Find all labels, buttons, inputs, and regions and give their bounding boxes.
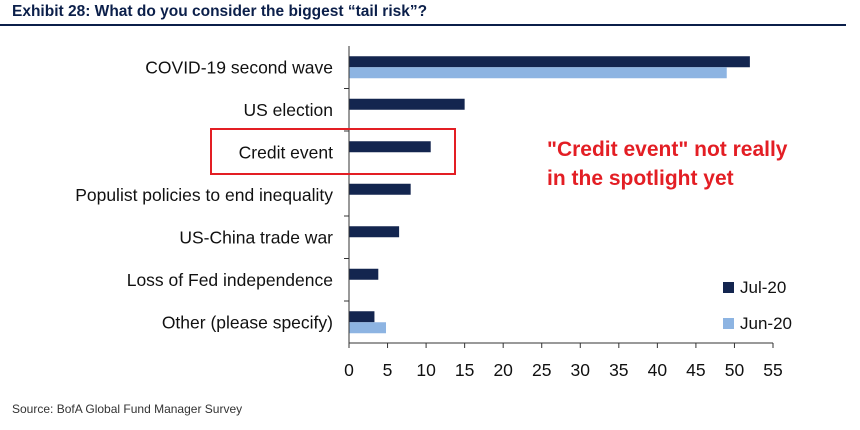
bar-jul-20 bbox=[349, 183, 411, 195]
x-tick-label: 15 bbox=[455, 360, 474, 380]
legend-swatch-jun bbox=[723, 318, 734, 329]
x-tick-label: 50 bbox=[725, 360, 745, 380]
category-label: Populist policies to end inequality bbox=[75, 185, 333, 205]
credit-event-highlight-box bbox=[210, 128, 456, 175]
x-tick-label: 20 bbox=[493, 360, 513, 380]
bar-jun-20 bbox=[349, 322, 387, 334]
x-tick-label: 35 bbox=[609, 360, 628, 380]
bar-jul-20 bbox=[349, 141, 431, 153]
x-tick-label: 25 bbox=[532, 360, 551, 380]
tail-risk-bar-chart: COVID-19 second wave US election Credit ev… bbox=[75, 46, 792, 380]
category-label: COVID-19 second wave bbox=[145, 57, 333, 77]
legend-swatch-jul bbox=[723, 282, 734, 293]
bar-jul-20 bbox=[349, 98, 465, 110]
x-tick-label: 55 bbox=[763, 360, 782, 380]
category-label: Credit event bbox=[239, 142, 333, 162]
x-tick-label: 5 bbox=[383, 360, 393, 380]
exhibit-title: Exhibit 28: What do you consider the big… bbox=[12, 3, 428, 20]
bar-jun-20 bbox=[349, 67, 727, 79]
bar-jul-20 bbox=[349, 226, 400, 238]
bar-jul-20 bbox=[349, 268, 379, 280]
x-tick-label: 30 bbox=[571, 360, 591, 380]
legend-label-jul: Jul-20 bbox=[740, 278, 786, 297]
category-label: US election bbox=[244, 100, 334, 120]
legend: Jul-20 Jun-20 bbox=[723, 278, 792, 333]
category-label: Other (please specify) bbox=[162, 312, 333, 332]
source-note: Source: BofA Global Fund Manager Survey bbox=[12, 402, 243, 416]
x-tick-label: 0 bbox=[344, 360, 354, 380]
annotation-line-1: "Credit event" not really bbox=[547, 138, 788, 161]
x-tick-label: 45 bbox=[686, 360, 705, 380]
x-tick-label: 40 bbox=[648, 360, 668, 380]
category-label: Loss of Fed independence bbox=[127, 270, 333, 290]
x-tick-label: 10 bbox=[416, 360, 436, 380]
bar-jul-20 bbox=[349, 311, 375, 323]
annotation-line-2: in the spotlight yet bbox=[547, 167, 734, 190]
bar-jul-20 bbox=[349, 56, 750, 68]
legend-label-jun: Jun-20 bbox=[740, 314, 792, 333]
title-rule bbox=[0, 24, 846, 26]
chart-marks: COVID-19 second wave US election Credit ev… bbox=[75, 46, 783, 380]
category-label: US-China trade war bbox=[179, 227, 333, 247]
